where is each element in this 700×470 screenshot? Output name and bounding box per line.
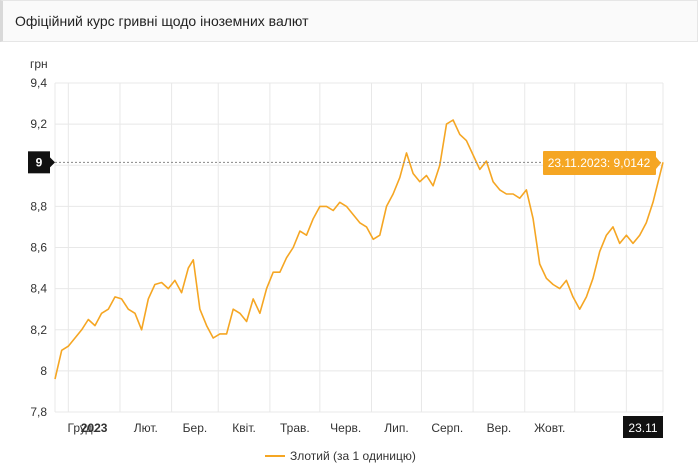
x-tick-label: Серп.	[431, 421, 463, 435]
crosshair-x-label: 23.11	[628, 421, 657, 435]
x-tick-label: Жовт.	[534, 421, 565, 435]
y-tick-label: 8,2	[30, 323, 47, 337]
widget-header: Офіційний курс гривні щодо іноземних вал…	[0, 0, 698, 42]
y-tick-label: 8,4	[30, 282, 47, 296]
y-tick-label: 9,4	[30, 76, 47, 90]
x-tick-label: Вер.	[487, 421, 512, 435]
x-tick-label: Трав.	[280, 421, 310, 435]
crosshair-y-marker	[28, 151, 50, 174]
crosshair-y-label: 9	[36, 155, 43, 169]
x-tick-label: Лип.	[384, 421, 408, 435]
tooltip-text: 23.11.2023: 9,0142	[548, 156, 651, 170]
y-tick-label: 7,8	[30, 405, 47, 419]
widget-title: Офіційний курс гривні щодо іноземних вал…	[15, 13, 309, 29]
x-tick-label: 2023	[81, 421, 108, 435]
y-tick-label: 8,6	[30, 241, 47, 255]
x-tick-label: Лют.	[134, 421, 158, 435]
crosshair-y-pointer	[50, 157, 55, 168]
crosshair-x-marker	[623, 416, 663, 438]
legend-label: Злотий (за 1 одиницю)	[290, 449, 416, 463]
y-tick-label: 8	[40, 364, 47, 378]
x-tick-label: Бер.	[183, 421, 208, 435]
y-tick-label: 8,8	[30, 199, 47, 213]
x-tick-label: Квіт.	[232, 421, 256, 435]
series-line-zloty	[54, 119, 664, 380]
y-tick-label: 9,2	[30, 117, 47, 131]
tooltip-box	[543, 151, 656, 175]
tooltip-pointer	[656, 157, 661, 169]
y-axis-label: грн	[30, 57, 48, 71]
x-tick-label: Черв.	[330, 421, 361, 435]
x-tick-label: Груд.	[68, 421, 96, 435]
